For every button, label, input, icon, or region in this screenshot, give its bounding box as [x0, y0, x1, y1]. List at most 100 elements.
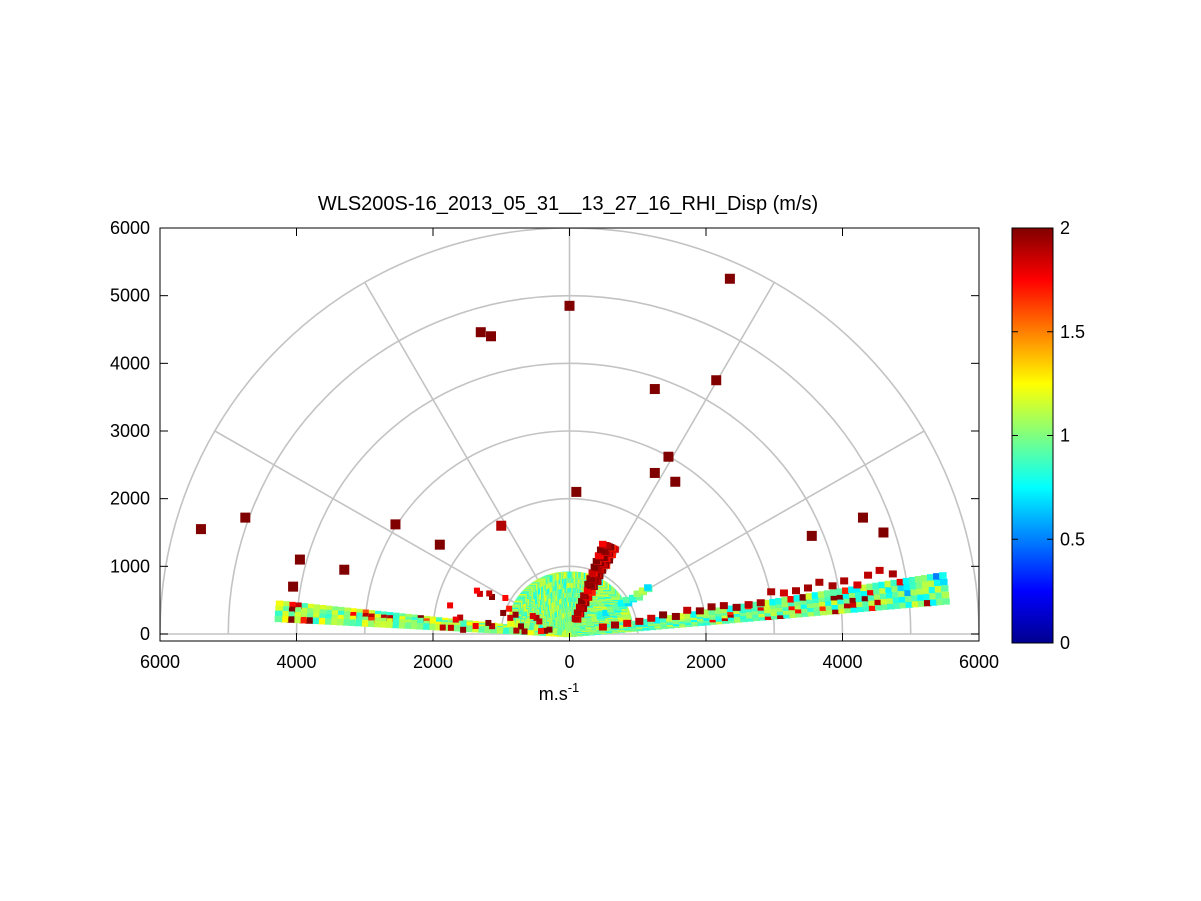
data-cell	[311, 617, 319, 625]
sparse-return	[240, 512, 251, 523]
data-cell	[828, 582, 837, 590]
data-cell	[758, 607, 766, 614]
data-cell	[590, 563, 599, 571]
data-cell	[671, 612, 680, 620]
data-cell	[311, 613, 320, 620]
data-cell	[848, 586, 856, 594]
data-cell	[507, 614, 514, 621]
data-cell	[507, 620, 515, 627]
data-cell	[813, 605, 821, 612]
data-cell	[563, 630, 572, 637]
x-tick-labels: 6000 4000 2000 0 2000 4000 6000	[140, 652, 999, 672]
data-cell	[592, 557, 601, 565]
data-cell	[460, 626, 467, 633]
data-cell	[764, 610, 773, 617]
data-cell	[635, 617, 644, 625]
data-cell	[702, 609, 711, 616]
data-cell	[293, 607, 302, 614]
data-cell	[684, 612, 692, 619]
data-cell	[330, 614, 338, 621]
data-cell	[764, 606, 772, 614]
data-cell	[323, 618, 332, 625]
data-cell	[720, 606, 729, 614]
data-cell	[914, 576, 923, 583]
x-tick-label: 0	[564, 652, 574, 672]
data-cell	[751, 601, 759, 609]
data-cell	[927, 580, 936, 587]
data-cell	[911, 594, 919, 602]
data-cell	[936, 598, 944, 606]
data-cell	[893, 602, 901, 609]
data-cell	[812, 600, 821, 608]
data-cell	[917, 600, 926, 607]
data-cell	[864, 571, 873, 579]
data-cell	[813, 609, 822, 616]
data-cell	[477, 626, 485, 633]
data-cell	[860, 584, 868, 592]
data-cell	[281, 611, 289, 618]
data-cell	[830, 593, 839, 601]
data-cell	[452, 616, 459, 623]
data-cell	[638, 587, 647, 594]
data-cell	[770, 605, 778, 613]
data-cell	[607, 606, 615, 613]
data-cell	[530, 624, 539, 631]
data-cell	[903, 583, 912, 591]
data-cell	[909, 582, 918, 590]
data-cell	[905, 595, 913, 602]
data-cell	[929, 592, 937, 600]
data-cell	[892, 596, 901, 604]
data-cell	[342, 611, 351, 618]
data-cell	[825, 599, 833, 606]
data-cell	[819, 604, 828, 611]
data-cell	[485, 619, 492, 626]
data-cell	[892, 591, 900, 598]
data-cell	[855, 595, 864, 603]
data-cell	[373, 610, 382, 618]
data-cell	[343, 607, 351, 615]
data-cell	[744, 601, 753, 609]
sparse-return	[649, 467, 660, 478]
colorbar-tick-label: 0	[1060, 633, 1070, 653]
data-cell	[578, 598, 586, 605]
sparse-return	[195, 524, 206, 535]
data-cell	[476, 590, 483, 597]
data-cell	[803, 584, 812, 592]
data-cell	[330, 610, 338, 617]
x-tick-label: 6000	[959, 652, 999, 672]
data-cell	[434, 623, 442, 631]
data-cell	[769, 598, 777, 606]
data-cell	[738, 603, 747, 611]
data-cell	[880, 598, 889, 605]
data-cell	[719, 602, 728, 610]
data-cell	[274, 615, 283, 623]
data-cell	[526, 623, 534, 631]
data-cell	[360, 616, 369, 624]
data-cell	[573, 609, 582, 616]
data-cell	[920, 575, 929, 582]
data-cell	[588, 569, 597, 576]
data-cell	[782, 608, 791, 615]
data-cell	[887, 602, 895, 610]
data-cell	[336, 614, 344, 622]
data-cell	[767, 588, 776, 596]
data-cell	[280, 615, 289, 623]
data-cell	[366, 620, 375, 627]
data-cell	[783, 611, 791, 619]
data-cell	[571, 615, 580, 622]
data-cell	[838, 607, 846, 614]
data-cell	[788, 599, 796, 607]
data-cell	[653, 616, 662, 624]
data-cell	[831, 603, 840, 610]
data-cell	[794, 602, 803, 610]
colorbar-tick-label: 1.5	[1060, 322, 1085, 342]
data-cell	[397, 622, 405, 629]
colorbar-tick-label: 2	[1060, 218, 1070, 238]
data-cell	[874, 598, 882, 606]
data-cell	[873, 587, 881, 595]
data-cell	[789, 611, 797, 618]
data-cell	[336, 610, 345, 618]
y-tick-label: 2000	[110, 489, 150, 509]
data-cell	[788, 603, 797, 611]
data-cell	[800, 602, 809, 609]
